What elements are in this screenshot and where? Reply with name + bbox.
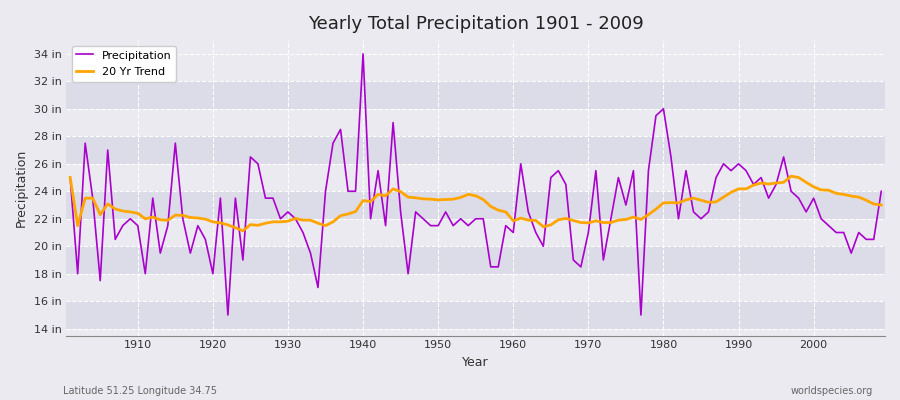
Precipitation	[125, 216, 136, 221]
20 Yr Trend	[65, 175, 76, 180]
Bar	[67, 301, 885, 329]
Precipitation	[876, 189, 886, 194]
Precipitation	[65, 175, 76, 180]
Precipitation	[516, 161, 526, 166]
Precipitation	[343, 189, 354, 194]
Bar	[67, 164, 885, 191]
X-axis label: Year: Year	[463, 356, 489, 369]
20 Yr Trend	[238, 228, 248, 233]
Precipitation	[298, 230, 309, 235]
20 Yr Trend	[508, 218, 518, 223]
Text: Latitude 51.25 Longitude 34.75: Latitude 51.25 Longitude 34.75	[63, 386, 217, 396]
Bar	[67, 54, 885, 81]
Y-axis label: Precipitation: Precipitation	[15, 149, 28, 227]
20 Yr Trend	[125, 210, 136, 214]
20 Yr Trend	[876, 203, 886, 208]
Precipitation	[357, 52, 368, 56]
Bar	[67, 109, 885, 136]
Line: Precipitation: Precipitation	[70, 54, 881, 315]
Precipitation	[222, 312, 233, 317]
20 Yr Trend	[786, 174, 796, 178]
Bar	[67, 191, 885, 219]
20 Yr Trend	[516, 216, 526, 220]
Legend: Precipitation, 20 Yr Trend: Precipitation, 20 Yr Trend	[72, 46, 176, 82]
20 Yr Trend	[606, 220, 616, 225]
Precipitation	[523, 210, 534, 214]
20 Yr Trend	[343, 212, 354, 216]
20 Yr Trend	[298, 218, 309, 222]
Bar	[67, 246, 885, 274]
Bar	[67, 219, 885, 246]
Bar	[67, 274, 885, 301]
Bar	[67, 136, 885, 164]
Line: 20 Yr Trend: 20 Yr Trend	[70, 176, 881, 231]
Bar	[67, 81, 885, 109]
Title: Yearly Total Precipitation 1901 - 2009: Yearly Total Precipitation 1901 - 2009	[308, 15, 644, 33]
Text: worldspecies.org: worldspecies.org	[791, 386, 873, 396]
Precipitation	[613, 175, 624, 180]
